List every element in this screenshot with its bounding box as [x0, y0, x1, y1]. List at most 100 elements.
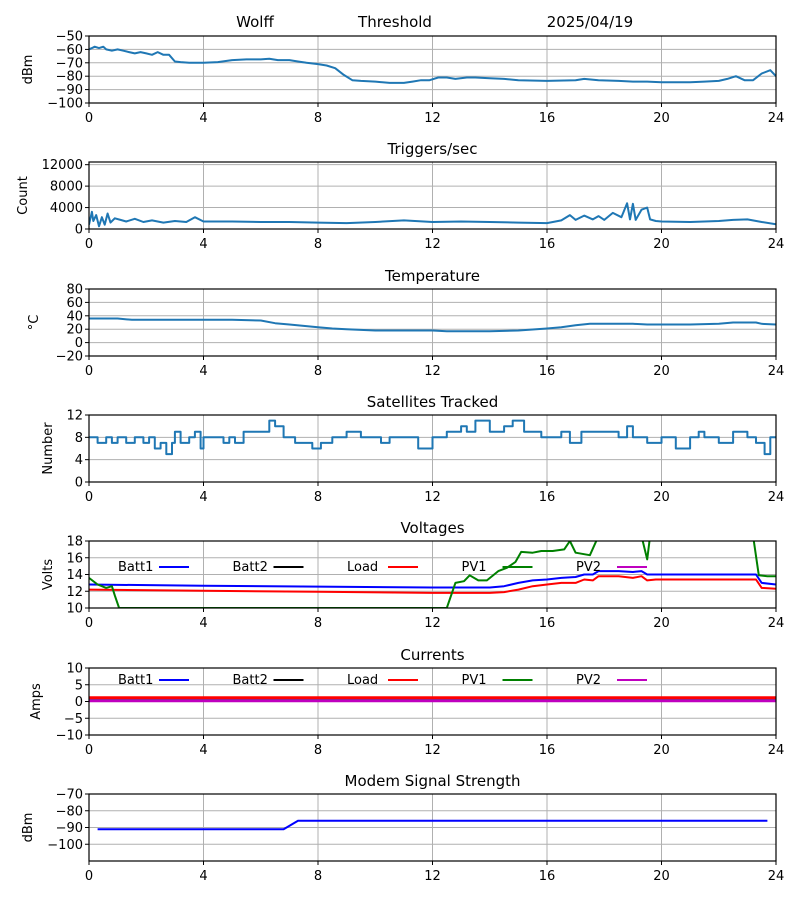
y-tick-label: −90 — [56, 83, 83, 98]
y-tick-label: 0 — [75, 476, 83, 491]
y-tick-label: 0 — [75, 223, 83, 238]
chart-panel-modem: Modem Signal Strength 0 4 8 12 16 20 24 −70−80 −9… — [21, 772, 784, 884]
y-tick-label: 40 — [66, 309, 83, 324]
y-tick-label: 4000 — [50, 201, 83, 216]
y-axis-label: Number — [41, 422, 56, 475]
y-tick-label: 60 — [66, 296, 83, 311]
legend-item-batt2: Batt2 — [233, 673, 304, 688]
series-line-threshold — [89, 45, 776, 84]
series-line-batt1 — [89, 570, 776, 589]
x-tick-label: 16 — [539, 616, 556, 631]
y-tick-label: −70 — [56, 788, 83, 803]
legend-label: Load — [347, 673, 378, 688]
x-tick-label: 0 — [85, 743, 93, 758]
series-group — [89, 696, 776, 703]
y-axis: 12000 8000 4000 0 — [42, 158, 89, 238]
x-tick-label: 8 — [314, 364, 322, 379]
y-tick-label: −10 — [56, 729, 83, 744]
y-tick-label: 8000 — [50, 180, 83, 195]
y-tick-label: −60 — [56, 43, 83, 58]
chart-title: Triggers/sec — [387, 140, 478, 158]
x-tick-label: 20 — [653, 490, 670, 505]
y-tick-label: 12 — [66, 409, 83, 424]
series-group — [89, 541, 776, 608]
series-group — [89, 45, 776, 84]
x-axis: 0 4 8 12 16 20 24 — [85, 482, 784, 505]
legend-label: PV1 — [462, 560, 487, 575]
x-axis: 0 4 8 12 16 20 24 — [85, 735, 784, 758]
legend-label: Batt2 — [233, 673, 268, 688]
x-axis: 0 4 8 12 16 20 24 — [85, 229, 784, 252]
chart-title: Voltages — [400, 519, 464, 537]
y-axis-label: Volts — [41, 559, 56, 591]
y-axis: −50−60−70−80−90−100 — [47, 30, 89, 112]
x-tick-label: 24 — [768, 616, 785, 631]
x-tick-label: 20 — [653, 111, 670, 126]
legend-item-batt2: Batt2 — [233, 560, 304, 575]
figure-header: Wolff Threshold 2025/04/19 — [236, 13, 633, 31]
series-group — [97, 819, 768, 831]
y-tick-label: 80 — [66, 283, 83, 298]
x-axis: 0 4 8 12 16 20 24 — [85, 861, 784, 884]
series-line-modem — [97, 819, 768, 831]
x-tick-label: 20 — [653, 869, 670, 884]
x-tick-label: 12 — [424, 237, 441, 252]
x-tick-label: 12 — [424, 616, 441, 631]
x-tick-label: 24 — [768, 869, 785, 884]
x-tick-label: 24 — [768, 364, 785, 379]
chart-title: Satellites Tracked — [367, 393, 498, 411]
chart-panel-voltages: Voltages Batt1 Batt2 Load PV1 PV2 0 4 8 12 16 20 24 1… — [41, 519, 784, 631]
legend-label: PV2 — [576, 673, 601, 688]
y-tick-label: −80 — [56, 70, 83, 85]
series-group — [89, 419, 776, 456]
x-tick-label: 24 — [768, 237, 785, 252]
y-tick-label: −100 — [47, 97, 83, 112]
y-tick-label: 0 — [75, 695, 83, 710]
x-tick-label: 8 — [314, 237, 322, 252]
y-tick-label: −20 — [56, 350, 83, 365]
y-axis: −70−80 −90 −100 — [47, 788, 89, 853]
x-tick-label: 20 — [653, 616, 670, 631]
x-tick-label: 24 — [768, 111, 785, 126]
legend-label: Load — [347, 560, 378, 575]
legend-label: Batt1 — [118, 560, 153, 575]
x-tick-label: 20 — [653, 237, 670, 252]
chart-title: Currents — [400, 646, 464, 664]
legend-item-pv1: PV1 — [462, 560, 533, 575]
y-tick-label: 12000 — [42, 158, 83, 173]
y-axis-label: °C — [27, 315, 42, 331]
series-line-pv1 — [89, 541, 776, 608]
series-line-satellites — [89, 419, 776, 456]
series-group — [89, 202, 776, 228]
legend-item-load: Load — [347, 560, 418, 575]
x-tick-label: 16 — [539, 743, 556, 758]
x-tick-label: 0 — [85, 237, 93, 252]
header-site: Wolff — [236, 13, 274, 31]
x-tick-label: 0 — [85, 869, 93, 884]
legend-label: PV1 — [462, 673, 487, 688]
legend: Batt1 Batt2 Load PV1 PV2 — [118, 560, 647, 575]
y-tick-label: 8 — [75, 431, 83, 446]
y-tick-label: 10 — [66, 662, 83, 677]
legend: Batt1 Batt2 Load PV1 PV2 — [118, 673, 647, 688]
y-tick-label: 4 — [75, 453, 83, 468]
y-tick-label: 18 — [66, 535, 83, 550]
x-tick-label: 12 — [424, 490, 441, 505]
x-tick-label: 12 — [424, 743, 441, 758]
x-tick-label: 8 — [314, 743, 322, 758]
chart-panel-threshold: 0 4 8 12 16 20 24 −50−60−70−80−90−100 dBm — [21, 30, 784, 127]
series-line-temperature — [89, 317, 776, 333]
series-group — [89, 317, 776, 333]
legend-label: PV2 — [576, 560, 601, 575]
x-tick-label: 4 — [199, 490, 207, 505]
x-axis: 0 4 8 12 16 20 24 — [85, 356, 784, 379]
x-tick-label: 8 — [314, 490, 322, 505]
y-tick-label: −70 — [56, 56, 83, 71]
x-tick-label: 0 — [85, 616, 93, 631]
y-tick-label: −100 — [47, 838, 83, 853]
y-axis-label: dBm — [21, 813, 36, 843]
y-axis-label: Count — [16, 176, 31, 215]
